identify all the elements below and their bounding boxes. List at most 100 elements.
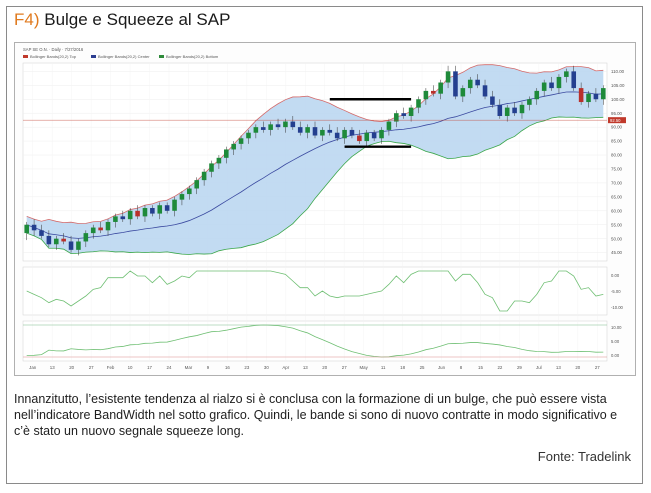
candle-body [157,205,163,214]
oscillator-tick-label: -10.00 [611,305,624,310]
candle-body [342,129,347,139]
candle-body [578,88,584,103]
candle-body [527,99,532,105]
price-tick-label: 75.00 [611,167,623,172]
price-tick-label: 95.00 [611,111,623,116]
candle-body [253,127,259,133]
candle-body [61,238,66,242]
figure-title-text: Bulge e Squeeze al SAP [44,10,231,29]
x-tick-label: 10 [128,365,133,370]
oscillator-tick-label: 0.00 [611,273,620,278]
candle-body [150,208,155,214]
x-tick-label: 30 [264,365,269,370]
oscillator-line [26,270,604,312]
last-price-box [608,117,626,124]
x-tick-label: 23 [244,365,249,370]
candle-body [31,224,37,231]
legend-swatch [91,55,96,58]
legend-swatch [23,55,28,58]
x-tick-label: 13 [50,365,55,370]
candle-body [76,241,81,250]
candle-body [275,124,281,128]
candle-body [46,235,52,245]
price-tick-label: 45.00 [611,250,623,255]
candle-body [187,188,192,195]
candle-body [601,88,606,100]
bollinger-bottom-line [26,116,604,255]
candle-body [201,171,207,181]
candle-body [357,135,362,142]
candle-body [519,104,525,114]
candle-body [497,104,503,116]
candle-body [586,93,591,103]
candle-body [105,221,111,231]
price-tick-label: 70.00 [611,181,623,186]
bandwidth-tick-label: 10.00 [611,325,622,330]
x-tick-label: 27 [342,365,347,370]
candle-body [423,90,429,100]
candle-body [386,121,392,130]
candle-body [334,132,340,139]
candle-body [482,85,488,97]
x-tick-label: 20 [69,365,74,370]
candle-body [312,127,318,136]
candle-body [438,82,443,94]
x-tick-label: Mar [185,365,193,370]
candle-body [113,216,118,222]
x-tick-label: 20 [322,365,327,370]
candle-body [305,127,310,133]
candle-body [445,71,451,83]
candle-body [320,129,325,136]
price-tick-label: 85.00 [611,139,623,144]
x-tick-label: 13 [556,365,561,370]
x-tick-label: Apr [282,365,289,370]
candle-body [127,210,133,220]
candle-body [179,194,185,200]
candle-body [194,180,200,189]
x-tick-label: 13 [303,365,308,370]
candle-body [260,127,266,130]
candle-body [512,107,517,114]
candle-body [460,88,466,97]
last-price-label: 92.50 [610,118,621,123]
candle-body [556,76,562,89]
candle-body [231,143,236,150]
legend-entry: Bollinger Bands(20,2) Bottom [166,54,219,59]
oscillator-tick-label: -5.00 [611,289,621,294]
x-tick-label: 22 [497,365,502,370]
bandwidth-tick-label: 5.00 [611,339,620,344]
bandwidth-line [26,324,604,358]
candle-body [564,71,569,77]
candle-body [593,93,599,100]
candle-body [135,210,140,217]
x-tick-label: Jul [536,365,542,370]
candle-body [209,163,214,172]
x-tick-label: Feb [107,365,115,370]
x-tick-label: May [360,365,369,370]
x-tick-label: 9 [207,365,210,370]
chart-header: SAP SE O.N. · Daily · 7/27/2016 [23,47,84,52]
price-tick-label: 105.00 [611,83,625,88]
candle-body [401,113,407,116]
bollinger-band-fill [26,64,604,255]
x-tick-label: 20 [575,365,580,370]
price-tick-label: 100.00 [611,97,625,102]
legend-entry: Bollinger Bands(20,2) Top [30,54,77,59]
bollinger-center-line [26,91,604,239]
price-tick-label: 60.00 [611,208,623,213]
candle-body [430,90,436,94]
candle-body [172,199,177,211]
candle-body [164,205,170,211]
candle-body [246,132,251,139]
candle-body [223,149,229,158]
x-tick-label: 15 [478,365,483,370]
x-tick-label: 11 [381,365,386,370]
candle-body [549,82,554,89]
candle-body [379,129,384,139]
x-tick-label: Jun [438,365,446,370]
price-tick-label: 110.00 [611,69,625,74]
figure-number: F4) [14,10,40,29]
legend-swatch [159,55,164,58]
x-tick-label: 8 [460,365,463,370]
candle-body [364,132,370,142]
